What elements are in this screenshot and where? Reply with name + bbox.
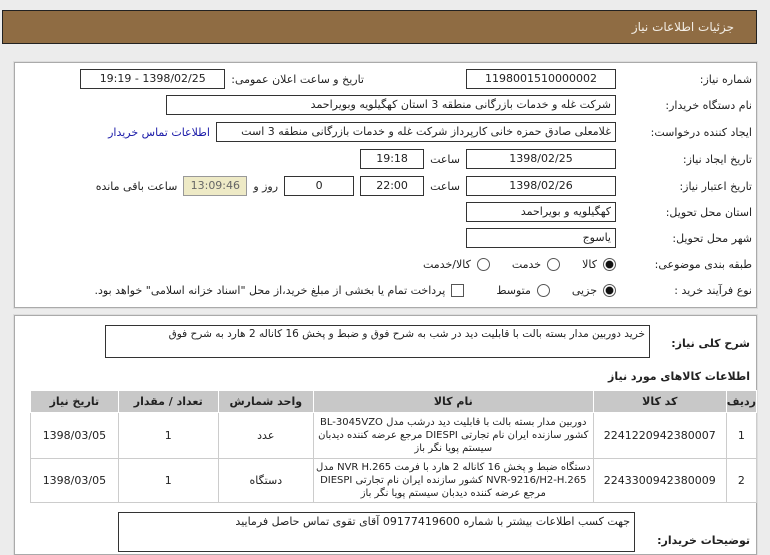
created-time-label: ساعت [430,152,460,166]
category-radio-service[interactable] [547,257,561,271]
need-number-field[interactable]: 1198001510000002 [466,69,616,89]
purchase-minor-label: جزیی [571,283,597,297]
summary-label: شرح کلی نیاز: [671,337,750,350]
created-time-field[interactable]: 19:18 [360,149,425,169]
valid-date-field[interactable]: 1398/02/26 [466,176,616,196]
city-label: شهر محل تحویل: [672,231,752,245]
row-code: 2241220942380007 [592,412,727,459]
days-label: روز و [253,179,279,193]
row-name: دوربین مدار بسته بالت با قابلیت دید درشب… [312,412,594,459]
buyer-contact-link[interactable]: اطلاعات تماس خریدار [108,125,210,139]
purchase-medium-label: متوسط [496,283,531,297]
need-number-label: شماره نیاز: [699,72,752,86]
requester-label: ایجاد کننده درخواست: [650,125,752,139]
col-unit: واحد شمارش [217,390,314,413]
purchase-row: نوع فرآیند خرید : جزیی متوسط پرداخت تمام… [20,279,752,301]
province-field[interactable]: کهگیلویه و بویراحمد [466,202,616,222]
treasury-note: پرداخت تمام یا بخشی از مبلغ خرید،از محل … [94,283,446,297]
row-unit: عدد [217,412,314,459]
col-name: نام کالا [312,390,594,413]
row-index: 2 [725,458,758,503]
buyer-notes-label: توضیحات خریدار: [657,534,750,547]
col-index: ردیف [725,390,758,413]
category-service-label: خدمت [511,257,542,271]
city-row: شهر محل تحویل: یاسوج [20,227,752,249]
category-radio-goods-service[interactable] [476,257,490,271]
need-number-row: شماره نیاز: 1198001510000002 تاریخ و ساع… [20,68,752,90]
col-qty: تعداد / مقدار [117,390,219,413]
valid-label: تاریخ اعتبار نیاز: [679,179,752,193]
category-goods-service-label: کالا/خدمت [423,257,471,271]
announce-label: تاریخ و ساعت اعلان عمومی: [231,72,364,86]
buyer-field[interactable]: شرکت غله و خدمات بازرگانی منطقه 3 استان … [166,95,616,115]
table-row: 2 2243300942380009 دستگاه ضبط و پخش 16 ک… [30,458,758,503]
items-title: اطلاعات کالاهای مورد نیاز [608,370,750,383]
category-goods-label: کالا [582,257,597,271]
buyer-label: نام دستگاه خریدار: [665,98,752,112]
buyer-notes: جهت کسب اطلاعات بیشتر با شماره 091774196… [118,512,635,552]
remaining-label: ساعت باقی مانده [95,179,178,193]
items-table: ردیف کد کالا نام کالا واحد شمارش تعداد /… [30,390,758,503]
valid-time-label: ساعت [430,179,460,193]
remaining-field: 13:09:46 [183,176,248,196]
row-date: 1398/03/05 [30,458,119,503]
row-qty: 1 [117,458,219,503]
created-row: تاریخ ایجاد نیاز: 1398/02/25 ساعت 19:18 [20,148,752,170]
row-code: 2243300942380009 [592,458,727,503]
created-date-field[interactable]: 1398/02/25 [466,149,616,169]
announce-field[interactable]: 1398/02/25 - 19:19 [80,69,226,89]
province-label: استان محل تحویل: [665,205,752,219]
col-code: کد کالا [592,390,727,413]
category-radio-goods[interactable] [603,257,616,271]
page-header: جزئیات اطلاعات نیاز [2,10,757,44]
buyer-row: نام دستگاه خریدار: شرکت غله و خدمات بازر… [20,94,752,116]
summary-text: خرید دوربین مدار بسته بالت با قابلیت دید… [105,325,650,358]
province-row: استان محل تحویل: کهگیلویه و بویراحمد [20,201,752,223]
row-qty: 1 [117,412,219,459]
treasury-checkbox[interactable] [451,283,465,297]
days-field[interactable]: 0 [284,176,355,196]
row-index: 1 [725,412,758,459]
requester-row: ایجاد کننده درخواست: غلامعلی صادق حمزه خ… [20,121,752,143]
row-date: 1398/03/05 [30,412,119,459]
purchase-label: نوع فرآیند خرید : [674,283,752,297]
category-label: طبقه بندی موضوعی: [654,257,752,271]
table-header: ردیف کد کالا نام کالا واحد شمارش تعداد /… [30,390,758,413]
created-label: تاریخ ایجاد نیاز: [682,152,752,166]
valid-time-field[interactable]: 22:00 [360,176,425,196]
city-field[interactable]: یاسوج [466,228,616,248]
purchase-radio-medium[interactable] [536,283,550,297]
col-date: تاریخ نیاز [30,390,119,413]
validity-row: تاریخ اعتبار نیاز: 1398/02/26 ساعت 22:00… [20,175,752,197]
row-unit: دستگاه [217,458,314,503]
category-row: طبقه بندی موضوعی: کالا خدمت کالا/خدمت [20,253,752,275]
requester-field[interactable]: غلامعلی صادق حمزه خانی کارپرداز شرکت غله… [216,122,616,142]
row-name: دستگاه ضبط و پخش 16 کاناله 2 هارد با فرم… [312,458,594,503]
table-row: 1 2241220942380007 دوربین مدار بسته بالت… [30,412,758,459]
purchase-radio-minor[interactable] [603,283,616,297]
